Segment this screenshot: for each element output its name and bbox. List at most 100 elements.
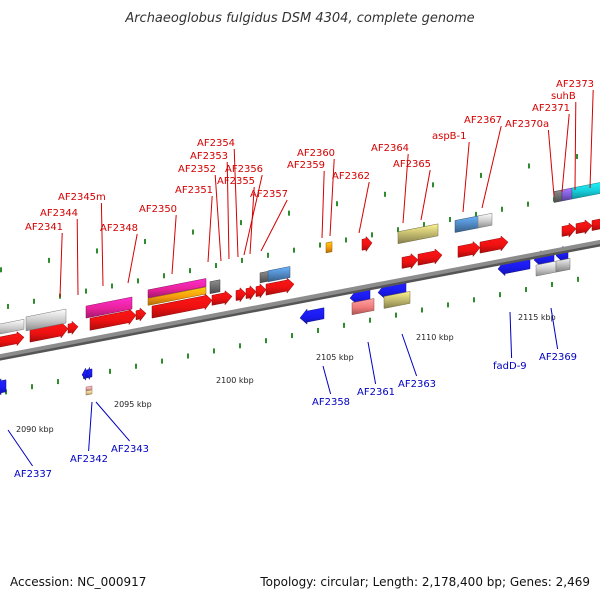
reverse-gene-label[interactable]: AF2342 bbox=[70, 454, 108, 465]
forward-gene-label-leader bbox=[214, 174, 222, 262]
scale-labels: 2090 kbp 2095 kbp 2100 kbp 2105 kbp 2110 kbp… bbox=[16, 313, 556, 434]
forward-gene-label-leader bbox=[171, 214, 177, 275]
feature-block bbox=[325, 241, 333, 254]
feature-block bbox=[85, 296, 133, 319]
forward-gene-label[interactable]: AF2362 bbox=[332, 171, 370, 182]
forward-gene-label[interactable]: AF2355 bbox=[217, 176, 255, 187]
feature-block bbox=[561, 187, 573, 202]
forward-gene-label-leader bbox=[260, 199, 288, 252]
forward-gene-label-leader bbox=[243, 174, 263, 256]
forward-gene-label-leader bbox=[561, 113, 570, 193]
scale-label: 2095 kbp bbox=[114, 400, 152, 409]
gene-arrow bbox=[85, 367, 93, 381]
forward-gene-label[interactable]: AF2353 bbox=[190, 151, 228, 162]
gene-arrow bbox=[265, 277, 295, 296]
forward-gene-label-leader bbox=[329, 158, 335, 237]
reverse-gene-label-leader bbox=[7, 429, 34, 467]
forward-gene-label[interactable]: AF2371 bbox=[532, 103, 570, 114]
forward-gene-label-leader bbox=[207, 195, 213, 263]
accession-label: Accession: NC_000917 bbox=[10, 575, 146, 589]
forward-gene-label-leader bbox=[589, 89, 594, 189]
forward-gene-label[interactable]: AF2350 bbox=[139, 204, 177, 215]
feature-block bbox=[383, 291, 411, 309]
gene-arrow bbox=[361, 235, 373, 253]
forward-gene-label[interactable]: AF2359 bbox=[287, 160, 325, 171]
forward-gene-label-leader bbox=[127, 233, 138, 284]
gene-arrow bbox=[255, 283, 267, 299]
gene-arrow bbox=[67, 320, 79, 336]
gene-arrow bbox=[401, 253, 419, 270]
feature-block bbox=[147, 286, 207, 306]
gene-arrow bbox=[299, 307, 325, 325]
forward-gene-label-leader bbox=[321, 170, 325, 239]
genome-summary: Topology: circular; Length: 2,178,400 bp… bbox=[259, 575, 590, 589]
genome-backbone bbox=[0, 239, 600, 361]
backbone-line bbox=[0, 239, 600, 359]
scale-label: 2110 kbp bbox=[416, 333, 454, 342]
forward-gene-label[interactable]: aspB-1 bbox=[432, 131, 467, 142]
forward-gene-label[interactable]: AF2357 bbox=[250, 189, 288, 200]
forward-gene-label-leader bbox=[420, 169, 431, 221]
feature-block bbox=[571, 182, 600, 200]
feature-block bbox=[477, 212, 493, 229]
feature-block bbox=[553, 189, 563, 203]
forward-gene-label-leader bbox=[226, 161, 230, 260]
scale-label: 2115 kbp bbox=[518, 313, 556, 322]
forward-gene-label-leader bbox=[462, 141, 470, 213]
feature-block bbox=[555, 258, 571, 273]
gene-arrow bbox=[417, 248, 443, 266]
forward-gene-label-leader bbox=[547, 129, 555, 197]
reverse-gene-label-leader bbox=[401, 333, 418, 377]
reverse-gene-label[interactable]: fadD-9 bbox=[493, 361, 527, 372]
forward-gene-label[interactable]: AF2351 bbox=[175, 185, 213, 196]
gene-arrow bbox=[0, 331, 25, 348]
forward-gene-label[interactable]: AF2364 bbox=[371, 143, 409, 154]
forward-gene-label-leader bbox=[402, 153, 409, 224]
forward-gene-label[interactable]: AF2373 bbox=[556, 79, 594, 90]
reverse-gene-label-leader bbox=[88, 401, 93, 452]
reverse-gene-label[interactable]: AF2363 bbox=[398, 379, 436, 390]
reverse-gene-label[interactable]: AF2343 bbox=[111, 444, 149, 455]
forward-gene-label[interactable]: AF2360 bbox=[297, 148, 335, 159]
gene-arrow bbox=[479, 235, 509, 254]
reverse-gene-label[interactable]: AF2361 bbox=[357, 387, 395, 398]
forward-gene-label-leader bbox=[481, 125, 502, 209]
map-title: Archaeoglobus fulgidus DSM 4304, complet… bbox=[124, 11, 474, 26]
scale-ticks bbox=[0, 154, 581, 395]
feature-block bbox=[351, 298, 375, 316]
forward-gene-label-leader bbox=[358, 181, 370, 234]
gene-arrow bbox=[245, 285, 257, 301]
forward-gene-label-leader bbox=[233, 148, 239, 258]
feature-block bbox=[0, 318, 25, 335]
feature-block bbox=[209, 279, 221, 295]
gene-arrow bbox=[561, 222, 577, 238]
reverse-gene-label[interactable]: AF2369 bbox=[539, 352, 577, 363]
feature-block bbox=[25, 308, 67, 332]
feature-block bbox=[85, 389, 93, 396]
feature-tracks bbox=[0, 182, 600, 396]
gene-arrow bbox=[575, 219, 593, 235]
forward-gene-label[interactable]: AF2352 bbox=[178, 164, 216, 175]
forward-gene-label[interactable]: suhB bbox=[551, 91, 576, 102]
reverse-gene-label-leader bbox=[322, 365, 332, 395]
reverse-gene-label-leader bbox=[550, 307, 559, 350]
scale-label: 2090 kbp bbox=[16, 425, 54, 434]
forward-gene-label[interactable]: AF2341 bbox=[25, 222, 63, 233]
forward-gene-label[interactable]: AF2345m bbox=[58, 192, 106, 203]
forward-gene-label[interactable]: AF2356 bbox=[225, 164, 263, 175]
forward-gene-label[interactable]: AF2354 bbox=[197, 138, 235, 149]
forward-gene-label[interactable]: AF2367 bbox=[464, 115, 502, 126]
forward-gene-label[interactable]: AF2365 bbox=[393, 159, 431, 170]
gene-arrow bbox=[211, 290, 233, 306]
reverse-gene-label[interactable]: AF2337 bbox=[14, 469, 52, 480]
gene-arrow bbox=[135, 307, 147, 322]
forward-gene-label-leader bbox=[76, 218, 79, 296]
forward-gene-label-leader bbox=[59, 232, 63, 298]
forward-gene-label[interactable]: AF2370a bbox=[505, 119, 549, 130]
gene-arrow bbox=[81, 368, 89, 381]
reverse-gene-label[interactable]: AF2358 bbox=[312, 397, 350, 408]
forward-gene-label[interactable]: AF2348 bbox=[100, 223, 138, 234]
gene-arrow bbox=[89, 308, 137, 331]
forward-gene-label[interactable]: AF2344 bbox=[40, 208, 78, 219]
